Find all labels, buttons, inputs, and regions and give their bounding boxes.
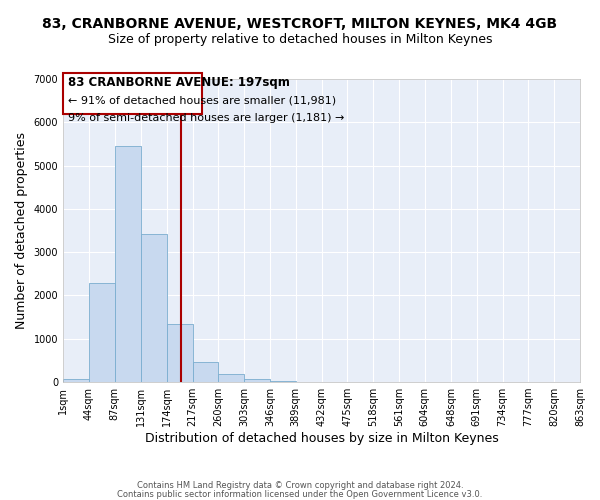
Bar: [63, 379, 89, 382]
Bar: [193, 362, 218, 382]
Bar: [270, 381, 296, 382]
Bar: [89, 284, 115, 382]
Text: Size of property relative to detached houses in Milton Keynes: Size of property relative to detached ho…: [108, 32, 492, 46]
Text: ← 91% of detached houses are smaller (11,981): ← 91% of detached houses are smaller (11…: [68, 95, 337, 105]
Text: Contains HM Land Registry data © Crown copyright and database right 2024.: Contains HM Land Registry data © Crown c…: [137, 481, 463, 490]
FancyBboxPatch shape: [63, 72, 202, 114]
Bar: [167, 324, 193, 382]
Text: 9% of semi-detached houses are larger (1,181) →: 9% of semi-detached houses are larger (1…: [68, 114, 344, 124]
Bar: [115, 146, 141, 382]
Text: 83, CRANBORNE AVENUE, WESTCROFT, MILTON KEYNES, MK4 4GB: 83, CRANBORNE AVENUE, WESTCROFT, MILTON …: [43, 18, 557, 32]
Bar: [244, 379, 270, 382]
Text: Contains public sector information licensed under the Open Government Licence v3: Contains public sector information licen…: [118, 490, 482, 499]
Bar: [141, 234, 167, 382]
X-axis label: Distribution of detached houses by size in Milton Keynes: Distribution of detached houses by size …: [145, 432, 499, 445]
Y-axis label: Number of detached properties: Number of detached properties: [15, 132, 28, 329]
Text: 83 CRANBORNE AVENUE: 197sqm: 83 CRANBORNE AVENUE: 197sqm: [68, 76, 290, 88]
Bar: [218, 374, 244, 382]
